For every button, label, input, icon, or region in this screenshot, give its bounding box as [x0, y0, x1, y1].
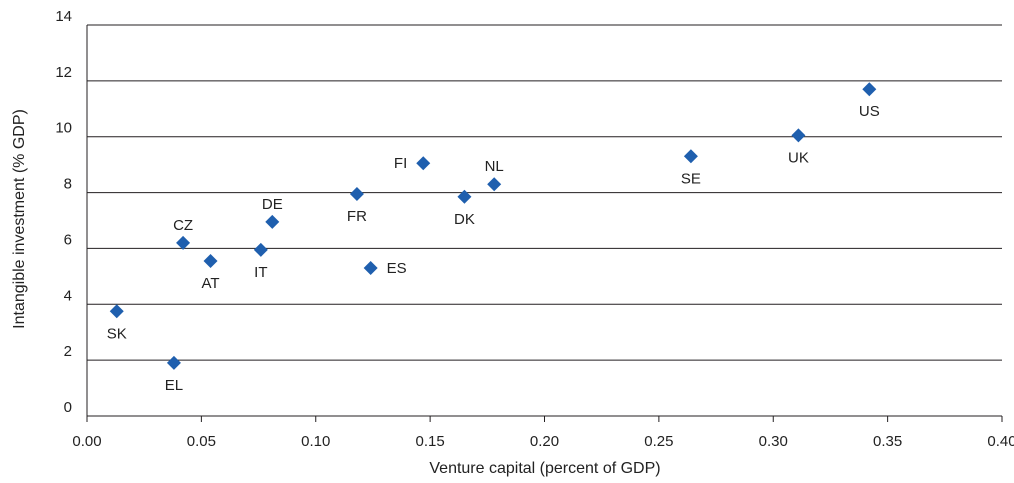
- point-labels: SK EL CZ AT IT DE FR ES FI DK NL SE UK US: [107, 103, 880, 394]
- data-point-es: [363, 260, 378, 275]
- point-label-es: ES: [387, 260, 407, 277]
- x-tick-label: 0.00: [72, 433, 101, 450]
- x-tick-label: 0.20: [530, 433, 559, 450]
- data-point-se: [683, 149, 698, 164]
- data-point-at: [203, 253, 218, 268]
- data-point-el: [166, 355, 181, 370]
- x-tick-label: 0.15: [416, 433, 445, 450]
- x-tick-labels: 0.00 0.05 0.10 0.15 0.20 0.25 0.30 0.35 0.40: [72, 433, 1014, 450]
- y-tick-label: 6: [64, 231, 72, 248]
- point-label-uk: UK: [788, 149, 809, 166]
- x-tick-label: 0.35: [873, 433, 902, 450]
- grid: [87, 24, 1002, 361]
- point-label-fr: FR: [347, 208, 367, 225]
- data-point-uk: [791, 128, 806, 143]
- x-axis-title: Venture capital (percent of GDP): [429, 460, 660, 477]
- y-axis-title: Intangible investment (% GDP): [11, 109, 28, 329]
- point-label-it: IT: [254, 264, 267, 281]
- data-point-it: [253, 242, 268, 257]
- point-label-nl: NL: [485, 158, 504, 175]
- y-tick-label: 14: [55, 8, 72, 25]
- point-label-sk: SK: [107, 325, 127, 342]
- data-points: [109, 82, 877, 370]
- axes: [86, 25, 1003, 422]
- point-label-cz: CZ: [173, 217, 193, 234]
- y-tick-label: 8: [64, 176, 72, 193]
- x-tick-label: 0.10: [301, 433, 330, 450]
- y-tick-label: 4: [64, 287, 72, 304]
- y-tick-label: 2: [64, 343, 72, 360]
- x-tick-label: 0.30: [759, 433, 788, 450]
- x-tick-label: 0.25: [644, 433, 673, 450]
- point-label-el: EL: [165, 377, 183, 394]
- y-tick-label: 10: [55, 120, 72, 137]
- x-tick-label: 0.40: [987, 433, 1014, 450]
- point-label-de: DE: [262, 196, 283, 213]
- data-point-dk: [457, 189, 472, 204]
- point-label-us: US: [859, 103, 880, 120]
- data-point-fr: [349, 186, 364, 201]
- point-label-fi: FI: [394, 155, 407, 172]
- data-point-cz: [176, 235, 191, 250]
- y-tick-label: 0: [64, 399, 72, 416]
- y-tick-label: 12: [55, 64, 72, 81]
- data-point-de: [265, 214, 280, 229]
- point-label-at: AT: [201, 275, 219, 292]
- point-label-dk: DK: [454, 211, 475, 228]
- x-tick-label: 0.05: [187, 433, 216, 450]
- data-point-nl: [487, 177, 502, 192]
- data-point-sk: [109, 304, 124, 319]
- point-label-se: SE: [681, 170, 701, 187]
- data-point-fi: [416, 156, 431, 171]
- data-point-us: [862, 82, 877, 97]
- y-tick-labels: 0 2 4 6 8 10 12 14: [55, 8, 72, 416]
